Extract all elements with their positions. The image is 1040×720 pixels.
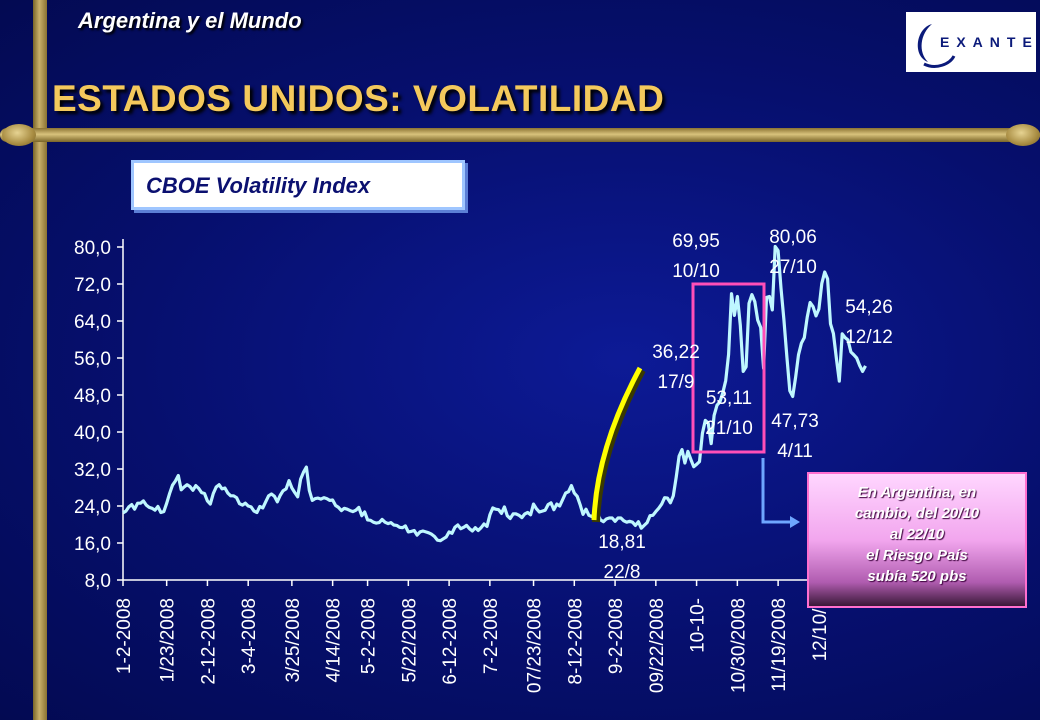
annotation-date: 12/12 [845,327,893,348]
connector-arrow [761,458,790,524]
x-tick-label: 3-4-2008 [239,598,260,674]
x-tick-label: 5-2-2008 [359,598,380,674]
x-tick-label: 1-2-2008 [114,598,135,674]
logo-swoosh-icon [917,24,956,68]
argentina-note-box: En Argentina, en cambio, del 20/10 al 22… [807,472,1027,608]
yellow-arrow [591,366,643,521]
x-tick-label: 7-2-2008 [481,598,502,674]
chart-annotations: 18,81 22/8 36,22 17/9 69,95 10/10 53,11 21/10 80… [598,227,893,583]
annotation-date: 27/10 [769,257,817,278]
x-tick-label: 11/19/2008 [769,598,790,692]
annotation-value: 53,11 [706,388,752,409]
page-title: ESTADOS UNIDOS: VOLATILIDAD [52,78,665,119]
annotation-date: 4/11 [777,441,813,462]
vertical-gold-bar [33,0,47,720]
x-tick-label: 5/22/2008 [399,598,420,683]
chart-axes [122,239,850,581]
annotation-value: 54,26 [845,297,893,318]
supertitle: Argentina y el Mundo [78,8,302,33]
x-tick-label: 10/30/2008 [728,598,749,693]
note-line-3: al 22/10 [889,526,945,543]
chart-series [122,244,867,543]
y-tick-label: 16,0 [74,534,111,555]
horizontal-gold-bar [0,128,1040,142]
connector-arrowhead-icon [790,516,800,528]
yellow-arrow-shadow [592,368,646,523]
annotation-value: 69,95 [672,231,720,252]
annotation-value: 47,73 [771,411,819,432]
chart-ticks: 80,072,064,056,048,040,032,024,016,08,01… [74,238,831,693]
x-tick-label: 8-12-2008 [565,598,586,685]
note-line-2: cambio, del 20/10 [854,505,980,522]
note-line-4: el Riesgo País [866,547,968,564]
y-tick-label: 24,0 [74,497,111,518]
annotation-date: 22/8 [604,562,641,583]
note-line-1: En Argentina, en [857,484,977,501]
y-tick-label: 40,0 [74,423,111,444]
annotation-date: 17/9 [658,372,695,393]
left-bar-knob [2,124,36,146]
x-tick-label: 4/14/2008 [324,598,345,683]
x-tick-label: 07/23/2008 [525,598,546,693]
y-tick-label: 32,0 [74,460,111,481]
index-label-box: CBOE Volatility Index [131,160,465,210]
annotation-value: 18,81 [598,532,646,553]
annotation-date: 10/10 [672,261,720,282]
note-line-5: subía 520 pbs [867,568,967,585]
annotation-date: 21/10 [705,418,753,439]
highlight-box [691,282,766,454]
x-tick-label: 9-2-2008 [606,598,627,674]
y-tick-label: 72,0 [74,275,111,296]
y-tick-label: 56,0 [74,349,111,370]
x-tick-label: 1/23/2008 [158,598,179,683]
x-tick-label: 6-12-2008 [440,598,461,685]
x-tick-label: 12/10/0 [810,598,831,661]
x-tick-label: 10-10- [688,598,709,653]
annotation-value: 36,22 [652,342,700,363]
y-tick-label: 48,0 [74,386,111,407]
right-bar-knob [1006,124,1040,146]
x-tick-label: 09/22/2008 [647,598,668,693]
annotation-value: 80,06 [769,227,817,248]
logo-text: EXANTE [940,34,1039,50]
exante-logo: EXANTE [906,12,1036,72]
y-tick-label: 8,0 [85,571,111,592]
x-tick-label: 2-12-2008 [198,598,219,685]
y-tick-label: 80,0 [74,238,111,259]
y-tick-label: 64,0 [74,312,111,333]
index-label: CBOE Volatility Index [146,173,371,198]
vix-series-line [122,244,867,543]
x-tick-label: 3/25/2008 [283,598,304,683]
